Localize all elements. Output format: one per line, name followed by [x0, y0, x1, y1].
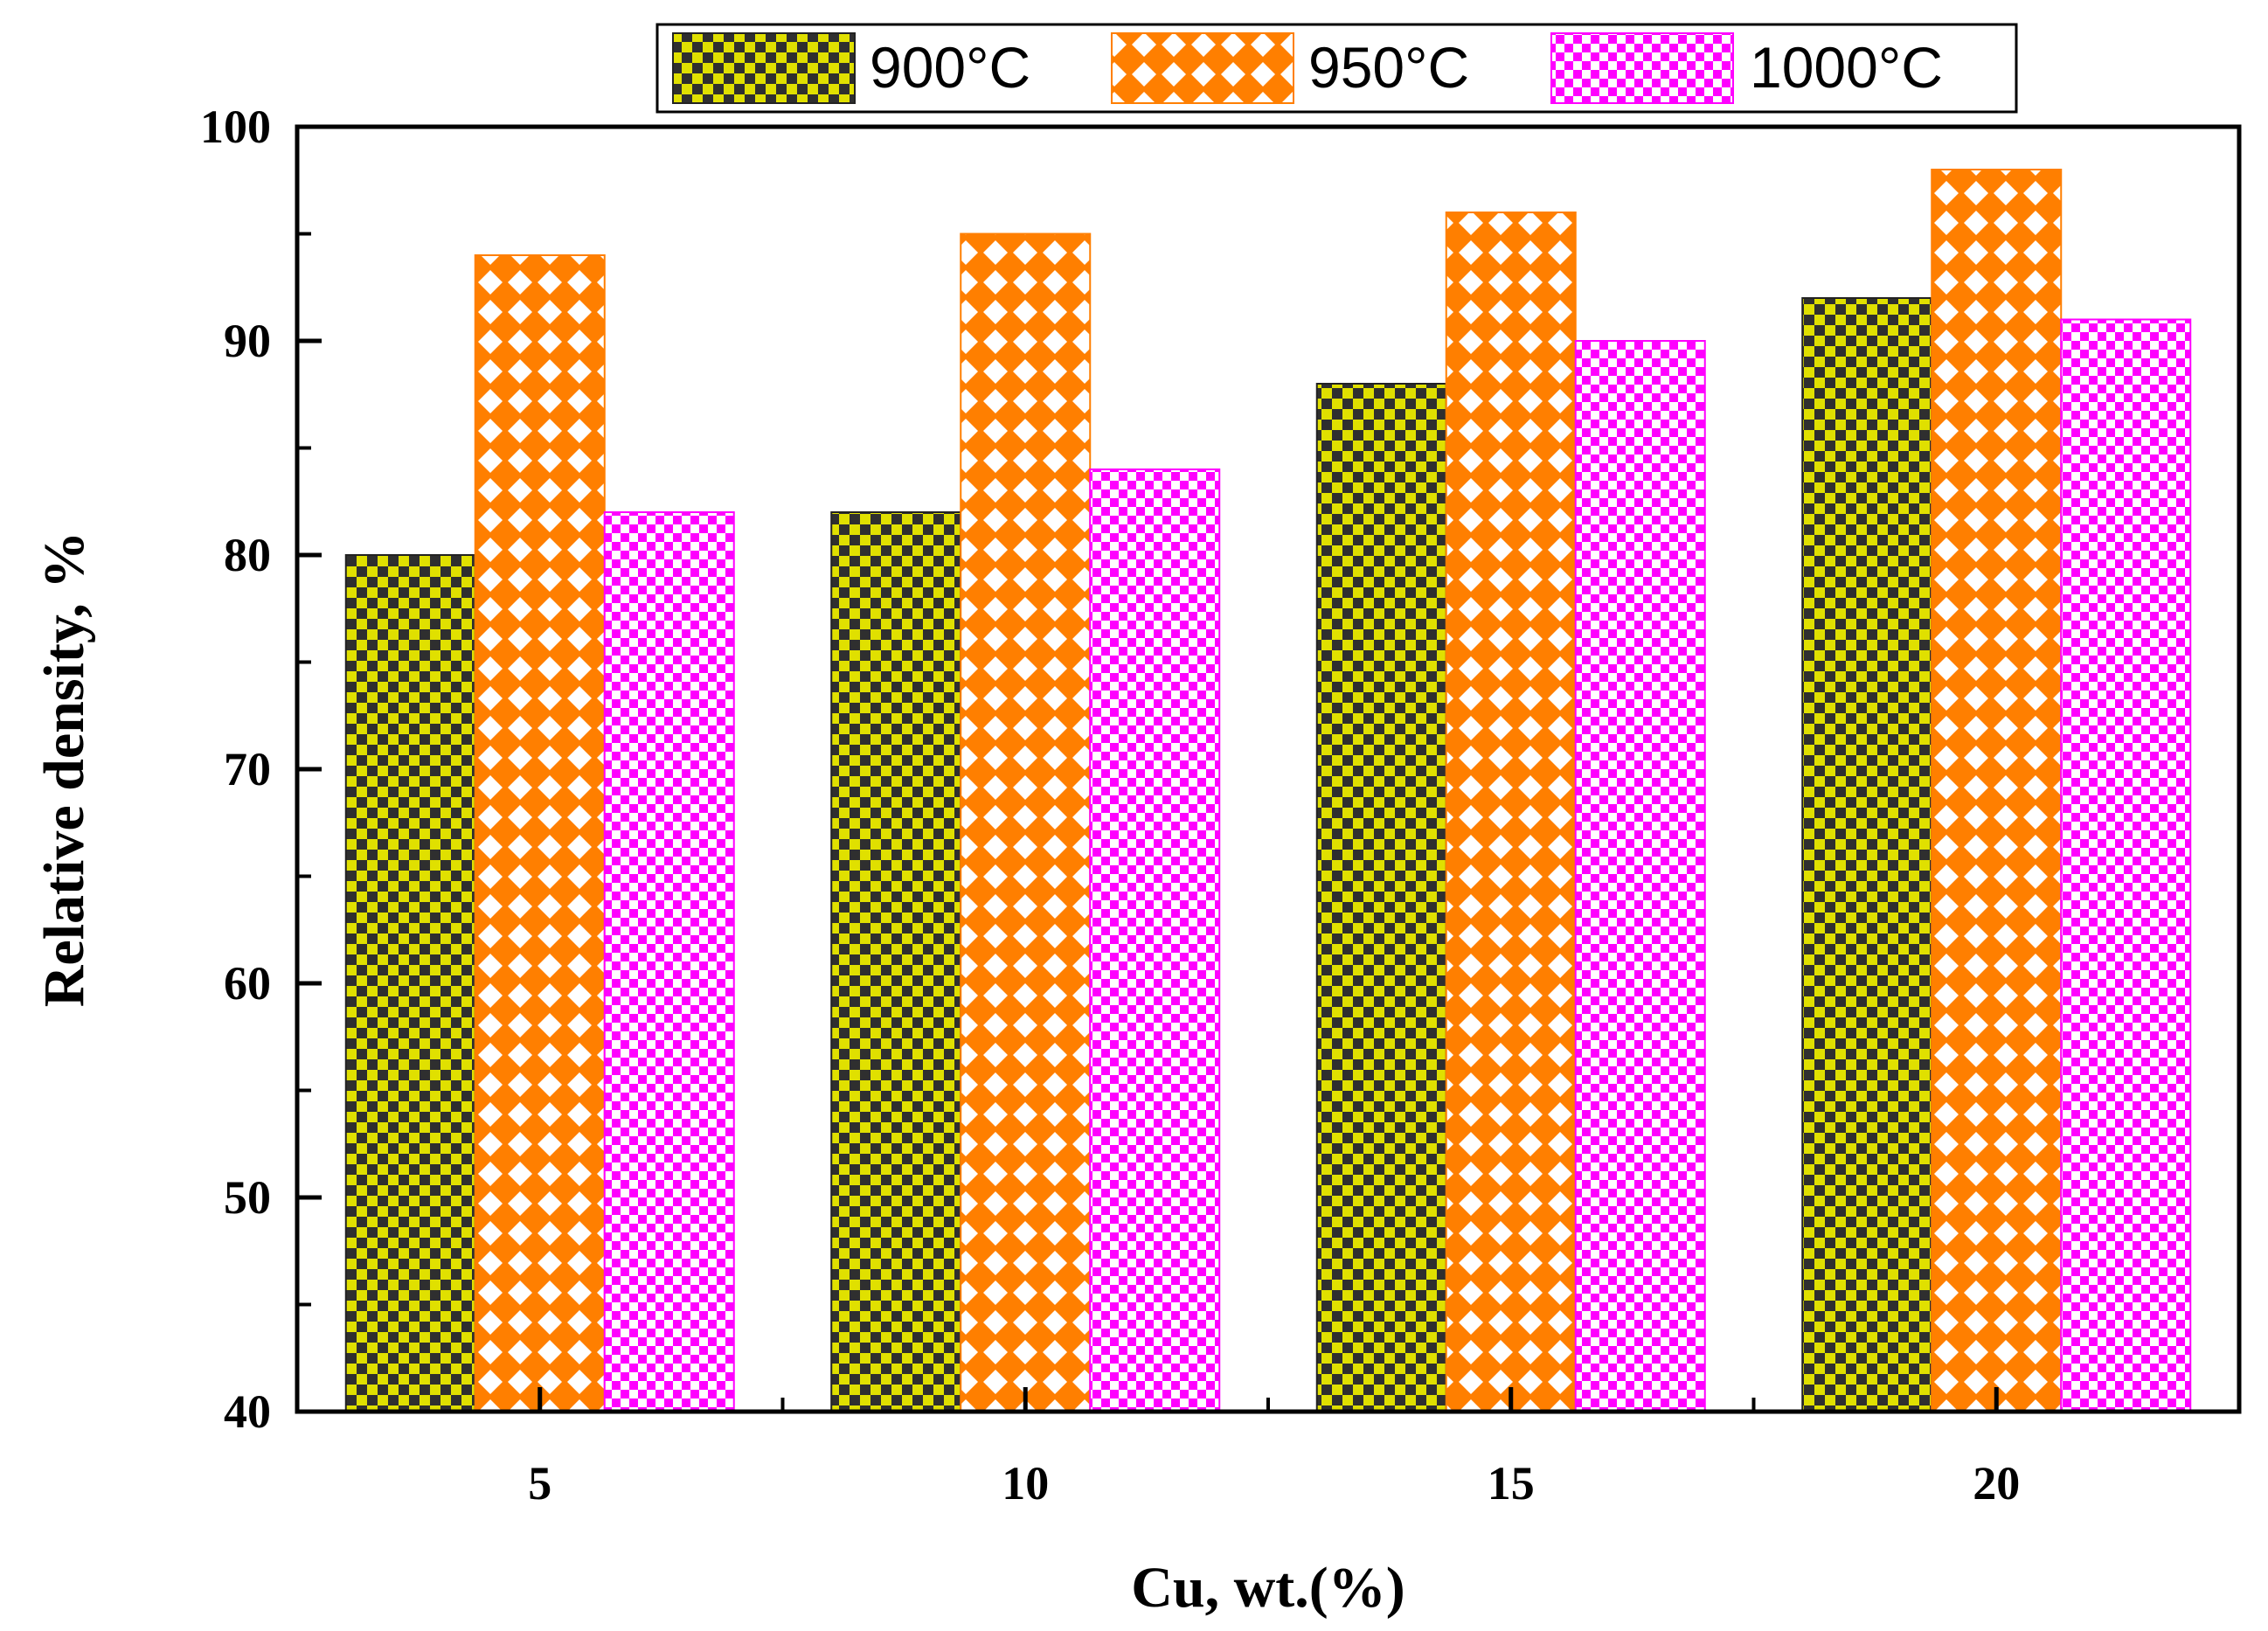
legend-swatch-900 — [672, 32, 856, 104]
bar-1000Cc-cu-20 — [2060, 318, 2192, 1412]
legend-box — [655, 23, 2018, 114]
x-tick-label-10: 10 — [1002, 1457, 1049, 1510]
legend-swatch-950 — [1111, 32, 1294, 104]
bar-1000Cc-cu-5 — [603, 511, 735, 1412]
legend-label-900: 900°C — [870, 35, 1030, 100]
x-tick-label-5: 5 — [528, 1457, 551, 1510]
bar-950Cc-cu-15 — [1445, 212, 1577, 1412]
y-tick-label: 90 — [224, 315, 271, 367]
y-tick-label: 60 — [224, 957, 271, 1010]
y-tick-label: 80 — [224, 529, 271, 581]
bar-900Cc-cu-15 — [1315, 383, 1447, 1412]
y-tick-label: 40 — [224, 1385, 271, 1438]
bar-950Cc-cu-10 — [960, 233, 1092, 1412]
bar-950Cc-cu-5 — [474, 254, 606, 1412]
y-axis: 40 50 60 70 80 90 100 — [200, 101, 322, 1438]
bar-1000Cc-cu-15 — [1574, 340, 1706, 1412]
y-tick-label: 50 — [224, 1171, 271, 1224]
x-tick-label-20: 20 — [1973, 1457, 2020, 1510]
legend-swatch-1000 — [1550, 32, 1734, 104]
legend-label-950: 950°C — [1308, 35, 1469, 100]
bar-900Cc-cu-5 — [344, 554, 476, 1412]
y-tick-label: 100 — [200, 101, 271, 153]
bars — [344, 169, 2192, 1412]
bar-950Cc-cu-20 — [1931, 169, 2063, 1412]
bar-900Cc-cu-10 — [830, 511, 962, 1412]
x-axis: 5 10 15 20 — [295, 1387, 2241, 1510]
legend-label-1000: 1000°C — [1750, 35, 1943, 100]
legend: 900°C 950°C 1000°C — [655, 23, 2018, 114]
x-axis-title: Cu, wt.(%) — [1131, 1556, 1404, 1620]
bar-1000Cc-cu-10 — [1089, 468, 1221, 1412]
x-tick-label-15: 15 — [1488, 1457, 1535, 1510]
bar-900Cc-cu-20 — [1801, 297, 1933, 1412]
y-tick-label: 70 — [224, 743, 271, 795]
y-axis-title: Relative density, % — [32, 531, 96, 1007]
